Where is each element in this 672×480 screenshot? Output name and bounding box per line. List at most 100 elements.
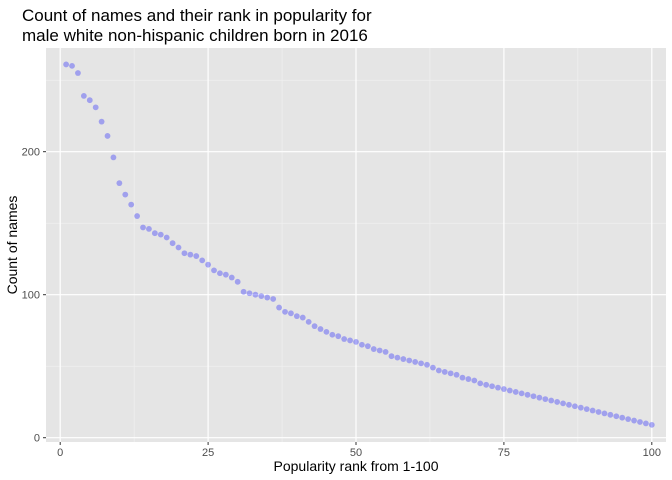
data-point	[116, 180, 123, 187]
data-point	[441, 369, 448, 375]
data-point	[163, 234, 170, 241]
data-point	[122, 191, 129, 198]
data-point	[364, 343, 371, 350]
data-point	[92, 104, 99, 111]
data-point	[518, 390, 525, 397]
x-tick-label: 100	[643, 447, 661, 459]
data-point	[435, 367, 442, 374]
data-point	[205, 261, 211, 268]
data-point	[483, 381, 490, 388]
data-point	[400, 356, 407, 362]
data-point	[542, 396, 549, 402]
data-point	[134, 213, 141, 219]
data-point	[430, 364, 436, 371]
data-point	[193, 253, 200, 259]
data-point	[619, 414, 626, 421]
data-point	[240, 288, 247, 295]
data-point	[217, 270, 223, 277]
data-point	[601, 410, 608, 417]
data-point	[246, 290, 253, 297]
data-point	[388, 353, 395, 360]
data-point	[146, 226, 152, 232]
data-point	[453, 371, 460, 378]
chart-title-line-2: male white non-hispanic children born in…	[22, 26, 368, 45]
x-axis-title: Popularity rank from 1-100	[274, 458, 439, 474]
data-point	[589, 407, 596, 414]
data-point	[222, 271, 229, 278]
data-point	[625, 416, 632, 423]
data-point	[181, 250, 188, 257]
data-point	[140, 224, 146, 231]
data-points	[63, 61, 655, 428]
data-point	[447, 370, 454, 377]
data-point	[317, 326, 324, 332]
data-point	[258, 293, 265, 300]
data-point	[642, 420, 649, 427]
data-point	[175, 244, 182, 251]
data-point	[299, 314, 306, 321]
data-point	[252, 291, 259, 298]
x-axis: 0 25 50 75 100	[57, 442, 661, 459]
data-point	[187, 251, 194, 258]
data-point	[637, 419, 643, 425]
data-point	[276, 304, 282, 311]
data-point	[506, 387, 513, 394]
data-point	[394, 354, 401, 361]
data-point	[530, 393, 537, 400]
data-point	[86, 97, 93, 104]
chart-title: Count of names and their rank in popular…	[22, 6, 372, 46]
data-point	[335, 333, 342, 340]
data-point	[418, 360, 424, 367]
data-point	[370, 346, 377, 352]
x-tick-label: 50	[350, 447, 362, 459]
data-point	[376, 347, 383, 354]
data-point	[282, 308, 288, 315]
data-point	[477, 380, 484, 387]
data-point	[311, 323, 318, 330]
chart-title-line-1: Count of names and their rank in popular…	[22, 6, 372, 25]
data-point	[548, 397, 555, 404]
data-point	[489, 383, 495, 390]
data-point	[512, 389, 519, 395]
data-point	[305, 318, 312, 325]
data-point	[583, 406, 590, 413]
data-point	[359, 341, 365, 348]
data-point	[199, 257, 206, 264]
data-point	[554, 399, 561, 405]
x-tick-label: 25	[202, 447, 214, 459]
data-point	[501, 386, 507, 392]
data-point	[424, 361, 430, 368]
y-axis: 0 100 200	[22, 147, 46, 445]
data-point	[234, 278, 241, 285]
data-point	[69, 62, 75, 69]
data-point	[110, 154, 117, 161]
data-point	[595, 409, 602, 415]
data-point	[98, 118, 105, 125]
data-point	[648, 421, 655, 428]
data-point	[353, 338, 359, 345]
y-tick-label: 0	[34, 433, 40, 445]
data-point	[270, 296, 277, 302]
data-point	[571, 403, 578, 410]
data-point	[228, 274, 235, 281]
data-point	[128, 201, 135, 208]
x-tick-label: 0	[57, 447, 63, 459]
x-tick-label: 75	[498, 447, 510, 459]
data-point	[560, 400, 566, 407]
y-tick-label: 200	[22, 147, 40, 159]
data-point	[211, 267, 217, 274]
data-point	[471, 377, 478, 384]
data-point	[577, 404, 584, 411]
major-gridlines	[46, 48, 666, 442]
data-point	[406, 357, 413, 364]
data-point	[412, 359, 419, 365]
data-point	[288, 310, 294, 317]
data-point	[347, 337, 353, 344]
data-point	[329, 331, 336, 338]
data-point	[566, 401, 572, 408]
data-point	[495, 384, 501, 391]
data-point	[536, 394, 543, 401]
data-point	[157, 231, 164, 238]
data-point	[104, 133, 111, 139]
